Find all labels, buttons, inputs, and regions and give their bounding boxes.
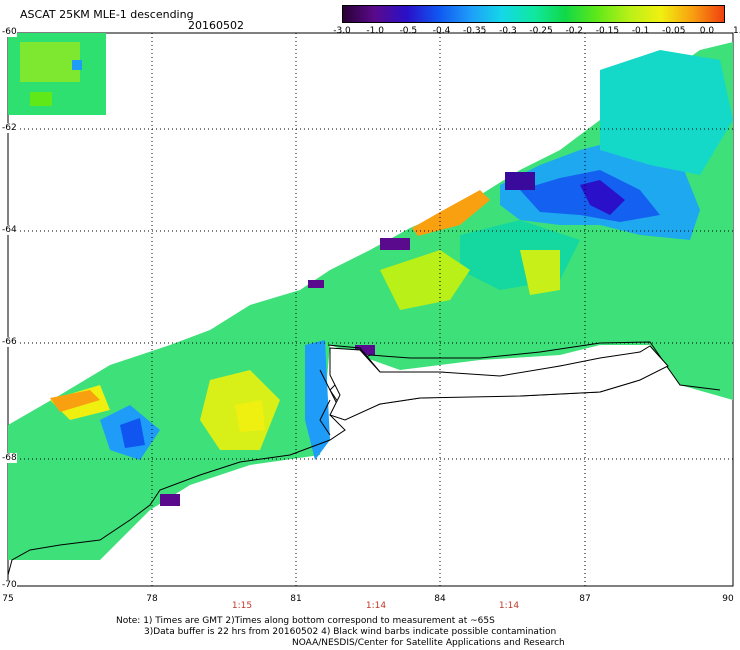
map-title: ASCAT 25KM MLE-1 descending 20160502 xyxy=(20,8,244,32)
colorbar-tick-label: -0.25 xyxy=(529,26,553,36)
colorbar-segment xyxy=(501,6,534,22)
colorbar-tick-label: -0.2 xyxy=(565,26,584,36)
swath-fragment-top-left xyxy=(8,33,106,115)
lat-label: -66 xyxy=(2,337,17,347)
colorbar-tick-label: 1.0 xyxy=(732,26,740,36)
colorbar-tick-label: -0.35 xyxy=(463,26,487,36)
title-date: 20160502 xyxy=(188,19,244,32)
lat-label: -68 xyxy=(2,453,17,463)
colorbar-segment xyxy=(660,6,693,22)
colorbar-labels: -3.0 -1.0 -0.5 -0.4 -0.35 -0.3 -0.25 -0.2 -0.15 -… xyxy=(325,26,740,38)
colorbar-tick-label: -0.15 xyxy=(595,26,620,36)
graticule xyxy=(8,33,733,586)
colorbar-segment xyxy=(597,6,629,22)
colorbar-segment xyxy=(438,6,470,22)
lon-label: 84 xyxy=(434,594,446,604)
colorbar-segment xyxy=(470,6,502,22)
lat-label: -60 xyxy=(2,27,17,37)
lat-label: -64 xyxy=(2,225,17,235)
lon-label: 78 xyxy=(146,594,158,604)
lon-label: 90 xyxy=(722,594,734,604)
colorbar-segment xyxy=(406,6,439,22)
note-line: 3)Data buffer is 22 hrs from 20160502 4)… xyxy=(144,627,557,637)
colorbar-tick-label: -0.3 xyxy=(499,26,517,36)
time-label: 1:14 xyxy=(498,601,520,611)
colorbar-tick-label: 0.0 xyxy=(699,26,715,36)
colorbar-tick-label: -1.0 xyxy=(366,26,384,36)
colorbar-segment xyxy=(692,6,724,22)
time-label: 1:15 xyxy=(231,601,253,611)
lon-label: 87 xyxy=(579,594,591,604)
colorbar xyxy=(342,5,725,23)
swath-main xyxy=(8,42,733,560)
colorbar-tick-label: -0.5 xyxy=(399,26,418,36)
notes-block: Note: 1) Times are GMT 2)Times along bot… xyxy=(116,616,565,649)
colorbar-segment xyxy=(343,6,375,22)
colorbar-segment xyxy=(533,6,566,22)
lon-label: 81 xyxy=(290,594,302,604)
lat-label: -62 xyxy=(2,123,17,133)
colorbar-tick-label: -3.0 xyxy=(333,26,351,36)
time-label: 1:14 xyxy=(365,601,387,611)
colorbar-tick-label: -0.05 xyxy=(662,26,686,36)
lat-label: -70 xyxy=(2,580,17,590)
credit-line: NOAA/NESDIS/Center for Satellite Applica… xyxy=(292,638,565,648)
colorbar-segment xyxy=(565,6,597,22)
note-line: Note: 1) Times are GMT 2)Times along bot… xyxy=(116,616,495,626)
colorbar-segment xyxy=(374,6,407,22)
title-text: ASCAT 25KM MLE-1 descending xyxy=(20,8,194,21)
colorbar-tick-label: -0.1 xyxy=(631,26,650,36)
lon-label: 75 xyxy=(2,594,14,604)
colorbar-tick-label: -0.4 xyxy=(432,26,451,36)
colorbar-segment xyxy=(628,6,661,22)
land-mask xyxy=(329,345,669,421)
